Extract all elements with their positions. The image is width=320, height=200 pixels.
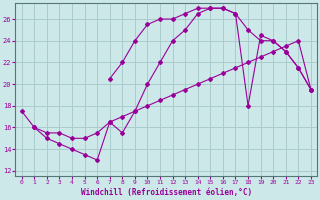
X-axis label: Windchill (Refroidissement éolien,°C): Windchill (Refroidissement éolien,°C) xyxy=(81,188,252,197)
